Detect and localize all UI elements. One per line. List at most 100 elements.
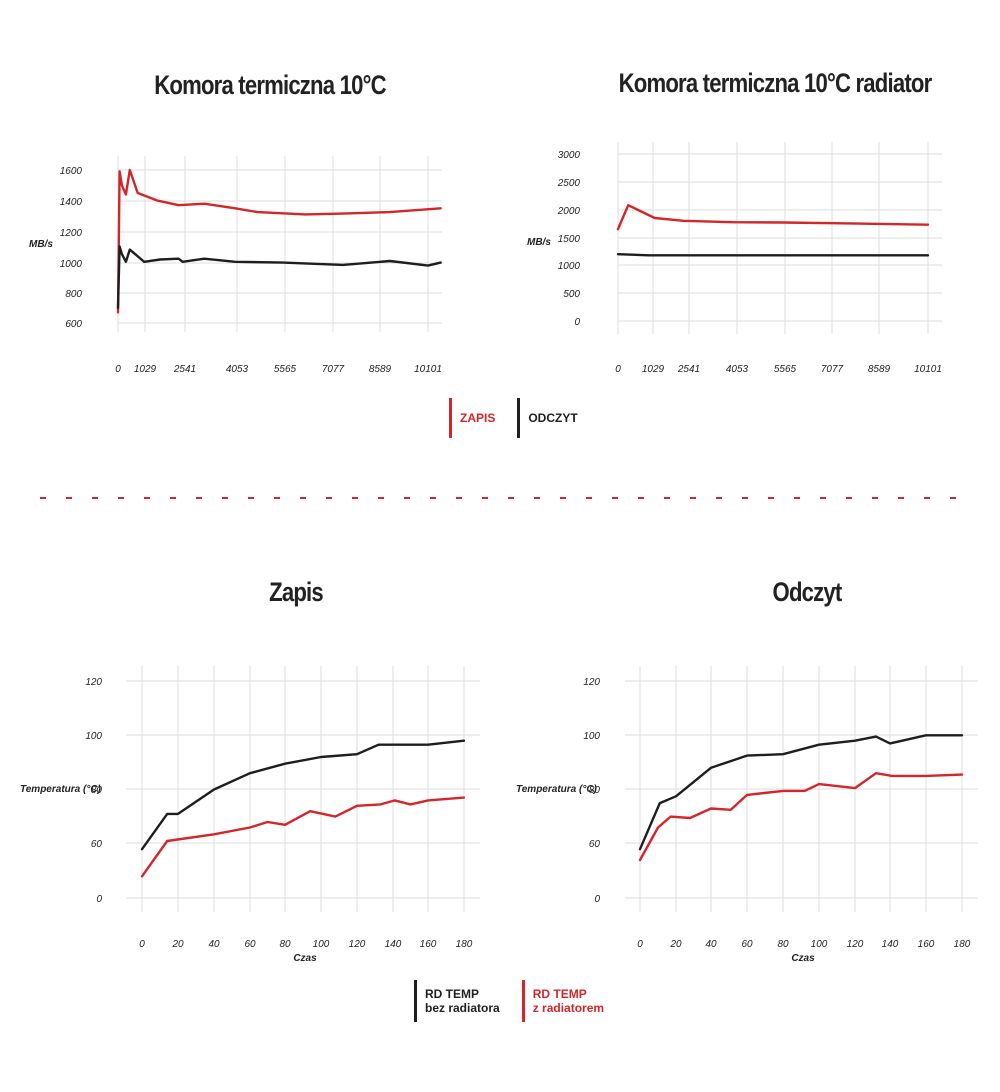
x-tick-label: 8589 bbox=[369, 364, 392, 375]
divider-dash bbox=[560, 497, 566, 499]
series-line-a bbox=[616, 203, 930, 231]
y-axis-label: Temperatura (°C) bbox=[20, 784, 102, 795]
x-tick-label: 0 bbox=[139, 939, 145, 950]
y-tick-label: 100 bbox=[583, 731, 600, 742]
divider-dash bbox=[690, 497, 696, 499]
legend-item-zapis: ZAPIS bbox=[449, 398, 495, 438]
y-tick-label: 3000 bbox=[558, 150, 581, 161]
x-tick-label: 140 bbox=[385, 939, 402, 950]
series-line-a bbox=[116, 168, 442, 314]
x-tick-label: 80 bbox=[777, 939, 789, 950]
series-line-b bbox=[638, 772, 964, 862]
y-tick-label: 2000 bbox=[557, 206, 581, 217]
y-tick-label: 1500 bbox=[558, 234, 581, 245]
divider-dash bbox=[534, 497, 540, 499]
bottom-legend: RD TEMP bez radiatora RD TEMP z radiator… bbox=[414, 980, 604, 1022]
x-tick-label: 20 bbox=[669, 939, 682, 950]
divider-dash bbox=[248, 497, 254, 499]
divider-dash bbox=[404, 497, 410, 499]
y-axis-label: MB/s bbox=[527, 237, 551, 248]
divider-dash bbox=[40, 497, 46, 499]
divider-dash bbox=[170, 497, 176, 499]
y-tick-label: 1600 bbox=[60, 166, 83, 177]
x-tick-label: 0 bbox=[115, 364, 121, 375]
x-tick-label: 8589 bbox=[868, 364, 891, 375]
y-tick-label: 120 bbox=[85, 677, 102, 688]
y-tick-label: 120 bbox=[583, 677, 600, 688]
legend-swatch-odczyt bbox=[517, 398, 521, 438]
y-tick-label: 1200 bbox=[60, 228, 83, 239]
divider-dash bbox=[586, 497, 592, 499]
x-tick-label: 160 bbox=[918, 939, 935, 950]
divider-dash bbox=[638, 497, 644, 499]
y-tick-label: 500 bbox=[563, 289, 580, 300]
x-tick-label: 7077 bbox=[821, 364, 844, 375]
divider-dash bbox=[66, 497, 72, 499]
y-tick-label: 100 bbox=[85, 731, 102, 742]
x-tick-label: 100 bbox=[313, 939, 330, 950]
series-line-b bbox=[116, 245, 442, 309]
x-tick-label: 20 bbox=[171, 939, 184, 950]
top-legend: ZAPIS ODCZYT bbox=[449, 398, 578, 438]
x-tick-label: 60 bbox=[741, 939, 753, 950]
legend-z-line2: z radiatorem bbox=[532, 1001, 605, 1015]
y-tick-label: 60 bbox=[91, 839, 103, 850]
legend-swatch-zapis bbox=[449, 398, 452, 438]
legend-z-line1: RD TEMP bbox=[532, 987, 587, 1001]
x-tick-label: 4053 bbox=[726, 364, 749, 375]
legend-item-bez-radiatora: RD TEMP bez radiatora bbox=[414, 980, 500, 1022]
chart-title-komora: Komora termiczna 10°C bbox=[154, 70, 386, 100]
y-axis-label: Temperatura (°C) bbox=[516, 784, 598, 795]
x-tick-label: 180 bbox=[456, 939, 473, 950]
y-axis-label: MB/s bbox=[29, 239, 53, 250]
divider-dash bbox=[716, 497, 722, 499]
divider-dash bbox=[274, 497, 280, 499]
divider-dash bbox=[742, 497, 748, 499]
divider-dash bbox=[144, 497, 150, 499]
divider-dash bbox=[664, 497, 670, 499]
legend-swatch-z-radiatorem bbox=[521, 980, 525, 1022]
y-tick-label: 600 bbox=[65, 319, 82, 330]
x-tick-label: 7077 bbox=[322, 364, 345, 375]
series-line-b bbox=[616, 252, 930, 257]
y-tick-label: 2500 bbox=[557, 178, 581, 189]
divider-dash bbox=[612, 497, 618, 499]
y-tick-label: 1000 bbox=[558, 261, 581, 272]
divider-dash bbox=[768, 497, 774, 499]
x-tick-label: 100 bbox=[811, 939, 828, 950]
divider-dash bbox=[300, 497, 306, 499]
x-axis-label: Czas bbox=[791, 953, 815, 964]
x-tick-label: 60 bbox=[244, 939, 256, 950]
series-line-a bbox=[140, 739, 466, 851]
x-tick-label: 120 bbox=[349, 939, 366, 950]
divider-dash bbox=[222, 497, 228, 499]
x-tick-label: 40 bbox=[208, 939, 220, 950]
x-tick-label: 120 bbox=[847, 939, 864, 950]
y-tick-label: 0 bbox=[594, 894, 600, 905]
divider-dash bbox=[352, 497, 358, 499]
chart-title-komora-radiator: Komora termiczna 10°C radiator bbox=[618, 68, 933, 98]
legend-swatch-bez-radiatora bbox=[414, 980, 417, 1022]
x-tick-label: 80 bbox=[279, 939, 291, 950]
legend-item-z-radiatorem: RD TEMP z radiatorem bbox=[521, 980, 604, 1022]
chart-title-odczyt: Odczyt bbox=[772, 577, 843, 607]
legend-item-odczyt: ODCZYT bbox=[517, 398, 578, 438]
chart-title-zapis: Zapis bbox=[269, 577, 324, 607]
y-tick-label: 0 bbox=[574, 317, 580, 328]
divider-dash bbox=[950, 497, 956, 499]
divider-dash bbox=[794, 497, 800, 499]
legend-label-z-radiatorem: RD TEMP z radiatorem bbox=[533, 987, 604, 1015]
y-tick-label: 80 bbox=[589, 785, 601, 796]
y-tick-label: 0 bbox=[96, 894, 102, 905]
divider-dash bbox=[456, 497, 462, 499]
legend-bez-line2: bez radiatora bbox=[425, 1001, 500, 1015]
y-tick-label: 800 bbox=[65, 289, 82, 300]
y-tick-label: 80 bbox=[91, 785, 103, 796]
divider-dash bbox=[378, 497, 384, 499]
divider-dash bbox=[118, 497, 124, 499]
x-tick-label: 5565 bbox=[774, 364, 797, 375]
divider-dash bbox=[846, 497, 852, 499]
